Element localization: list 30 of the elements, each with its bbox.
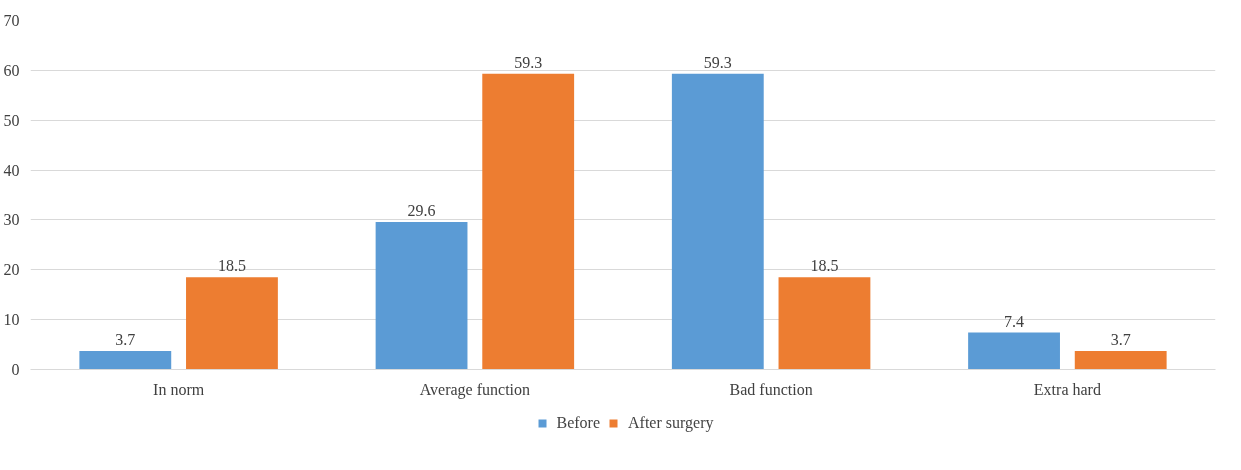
y-tick-label: 40	[3, 161, 20, 179]
bar	[671, 73, 764, 370]
y-tick-label: 50	[3, 111, 20, 129]
data-label: 3.7	[1110, 331, 1131, 349]
data-label: 18.5	[217, 257, 246, 275]
bar	[968, 332, 1060, 370]
x-tick-label: Bad function	[729, 380, 813, 398]
y-tick-label: 0	[11, 361, 20, 378]
data-label: 59.3	[703, 53, 732, 71]
y-tick-label: 30	[3, 211, 20, 229]
bar	[1074, 351, 1167, 370]
data-label: 3.7	[115, 331, 136, 349]
data-label: 18.5	[810, 257, 839, 275]
bar	[186, 277, 278, 370]
x-tick-label: Extra hard	[1033, 380, 1101, 398]
legend-label: Before	[556, 413, 601, 432]
y-tick-label: 20	[3, 261, 20, 279]
y-tick-label: 70	[3, 12, 20, 29]
x-tick-label: Average function	[419, 380, 531, 399]
data-label: 7.4	[1004, 312, 1025, 330]
y-tick-label: 10	[3, 311, 20, 329]
bar	[375, 221, 468, 370]
bar	[778, 277, 871, 370]
data-label: 29.6	[407, 201, 436, 219]
data-label: 59.3	[514, 53, 543, 71]
x-tick-label: In norm	[153, 380, 205, 398]
bar	[482, 73, 575, 370]
bar	[79, 351, 172, 370]
y-tick-label: 60	[3, 61, 20, 79]
legend-label: After surgery	[628, 413, 714, 432]
